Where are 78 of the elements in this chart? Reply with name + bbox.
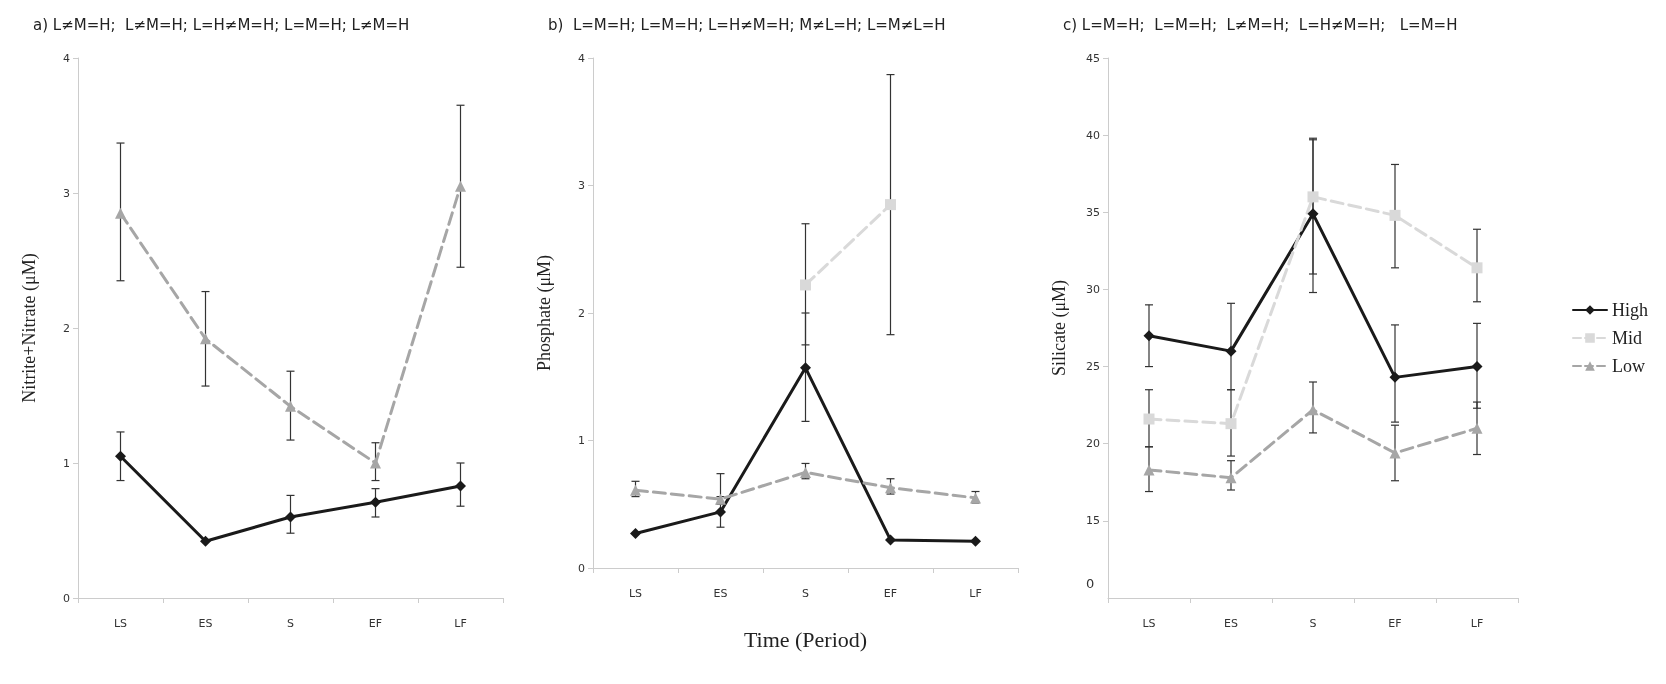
x-axis-title: Time (Period) [743, 626, 868, 652]
point [200, 333, 211, 345]
y-tick-label: 45 [1086, 51, 1100, 65]
point [630, 484, 641, 496]
y-axis-title: Phosphate (μM) [534, 254, 555, 372]
point [1143, 464, 1155, 476]
y-tick-label: 2 [578, 306, 585, 320]
y-tick-label: 4 [578, 51, 585, 65]
y-tick-label: 25 [1086, 360, 1100, 374]
x-tick-label: ES [198, 617, 213, 630]
x-tick-label: S [287, 617, 295, 630]
point [115, 450, 126, 462]
x-tick-label: LS [1142, 617, 1156, 630]
point [200, 535, 211, 547]
x-tick-label: EF [368, 617, 383, 630]
x-tick-label: EF [1388, 617, 1402, 630]
y-tick-label: 1 [578, 434, 585, 447]
point [800, 466, 811, 478]
x-tick-label: LF [1470, 617, 1484, 630]
point [1471, 262, 1483, 274]
y-tick-label: 3 [578, 179, 585, 192]
point [970, 535, 981, 547]
point [1225, 345, 1237, 357]
point [1471, 422, 1483, 434]
x-tick-label: LS [113, 617, 128, 630]
x-tick-label: S [1309, 617, 1317, 630]
legend-label: Low [1612, 356, 1645, 376]
point [885, 534, 896, 546]
point [1143, 330, 1155, 342]
point [1389, 447, 1401, 459]
x-tick-label: LS [628, 587, 643, 600]
point [800, 279, 811, 291]
y-axis-title: Silicate (μM) [1049, 279, 1070, 377]
y-tick-label: 15 [1086, 514, 1100, 528]
x-tick-label: S [802, 587, 810, 600]
point [1225, 418, 1237, 430]
x-tick-label: EF [883, 587, 898, 600]
point [1471, 361, 1483, 373]
y-tick-label: 40 [1086, 128, 1100, 142]
point [370, 457, 381, 469]
y-tick-label: 2 [63, 321, 70, 335]
point [1225, 472, 1237, 484]
chart-title: b) L=M=H; L=M=H; L=H≠M=H; M≠L=H; L=M≠L=H [548, 15, 946, 34]
point [630, 528, 641, 540]
x-tick-label: ES [713, 587, 728, 600]
legend-label: Mid [1612, 328, 1643, 348]
point [715, 506, 726, 518]
point [1389, 209, 1401, 221]
point [800, 362, 811, 374]
point [285, 511, 296, 523]
y-tick-label: 20 [1086, 437, 1100, 451]
y-tick-label: 30 [1086, 282, 1100, 296]
point [370, 496, 381, 508]
point [1307, 208, 1319, 220]
x-tick-label: LF [969, 587, 982, 600]
point [1307, 191, 1319, 203]
chart-title: a) L≠M=H; L≠M=H; L=H≠M=H; L=M=H; L≠M=H [33, 15, 410, 34]
point [885, 199, 896, 211]
y-tick-label: 0 [578, 561, 585, 575]
y-axis-title: Nitrite+Nitrate (μM) [19, 253, 40, 403]
x-tick-label: ES [1224, 617, 1238, 630]
y-tick-label: 4 [63, 51, 70, 65]
y-tick-label: 35 [1086, 205, 1100, 219]
point [1389, 371, 1401, 383]
point [1307, 404, 1319, 416]
y-tick-label: 1 [63, 456, 70, 470]
point [715, 493, 726, 505]
x-tick-label: LF [454, 617, 467, 630]
point [115, 207, 126, 219]
point [285, 400, 296, 412]
legend-label: High [1612, 300, 1648, 320]
y-tick-label: 0 [63, 591, 70, 605]
point [455, 480, 466, 492]
point [455, 180, 466, 192]
chart-title: c) L=M=H; L=M=H; L≠M=H; L=H≠M=H; L=M=H [1063, 15, 1458, 34]
point [1143, 413, 1155, 425]
point [885, 482, 896, 494]
y-tick-label: 3 [63, 186, 70, 200]
